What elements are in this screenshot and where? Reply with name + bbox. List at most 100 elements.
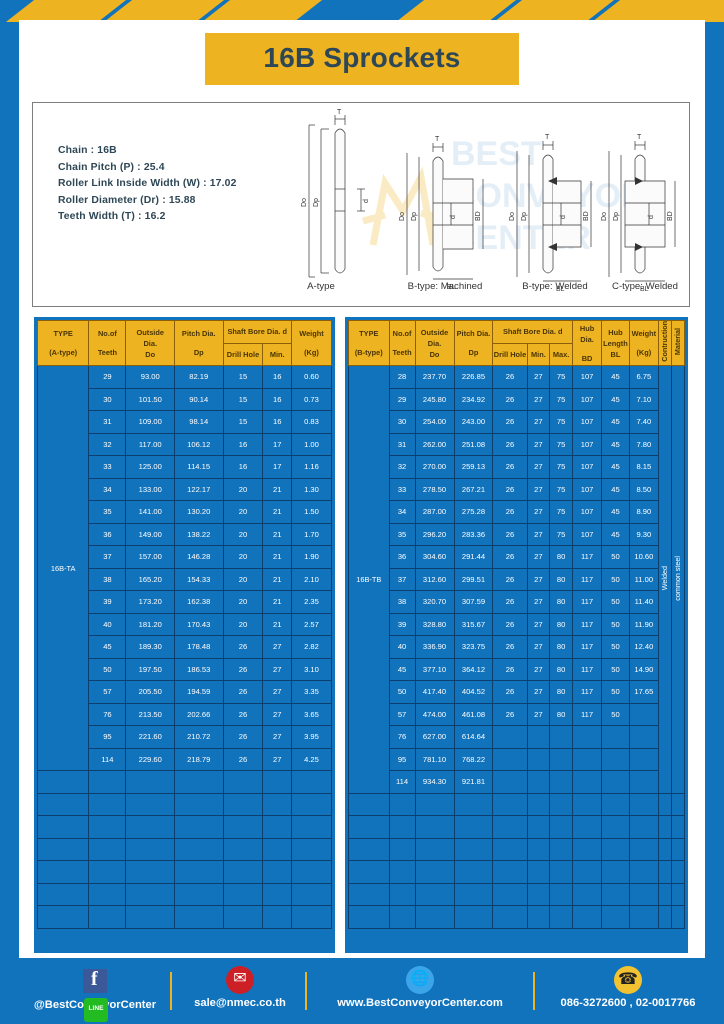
facebook-icon[interactable] bbox=[83, 968, 107, 993]
th-outside-dia: Outside Dia. Do bbox=[414, 320, 455, 366]
table-cell-empty bbox=[348, 860, 390, 884]
table-cell: 34 bbox=[388, 500, 416, 524]
table-cell: 27 bbox=[526, 365, 551, 389]
table-cell-empty bbox=[388, 837, 416, 861]
table-cell: 36 bbox=[88, 522, 127, 546]
table-cell: 205.50 bbox=[125, 680, 175, 704]
table-cell: 921.81 bbox=[453, 770, 494, 794]
svg-text:T: T bbox=[435, 136, 440, 143]
table-cell: 20 bbox=[222, 477, 264, 501]
table-row: 95 781.10 768.22 bbox=[348, 747, 685, 771]
table-cell: 16 bbox=[262, 387, 292, 411]
table-cell: 38 bbox=[88, 567, 127, 591]
table-cell: 50 bbox=[601, 657, 630, 681]
table-cell: 21 bbox=[262, 567, 292, 591]
table-cell: 27 bbox=[526, 657, 551, 681]
table-cell: 138.22 bbox=[173, 522, 224, 546]
svg-text:Dp: Dp bbox=[613, 212, 620, 221]
table-cell: 20 bbox=[222, 590, 264, 614]
page-title: 16B Sprockets bbox=[19, 33, 705, 85]
table-cell-empty bbox=[571, 905, 603, 929]
table-cell: 17 bbox=[262, 455, 292, 479]
table-cell: 27 bbox=[526, 590, 551, 614]
table-cell-empty bbox=[290, 882, 333, 906]
table-cell: 165.20 bbox=[125, 567, 175, 591]
table-cell: 16 bbox=[222, 432, 264, 456]
table-cell-empty bbox=[388, 792, 416, 816]
line-icon[interactable] bbox=[84, 998, 108, 1022]
table-row: 50 197.50 186.53 26 27 3.10 bbox=[37, 657, 333, 681]
table-cell-empty bbox=[173, 792, 224, 816]
table-row-empty bbox=[36, 882, 333, 906]
table-cell-empty bbox=[571, 860, 603, 884]
table-cell: 75 bbox=[549, 455, 573, 479]
footer-website[interactable]: www.BestConveyorCenter.com bbox=[310, 966, 530, 1009]
table-cell: 20 bbox=[222, 612, 264, 636]
table-cell-empty bbox=[222, 882, 264, 906]
table-cell: 26 bbox=[492, 702, 528, 726]
table-cell-empty bbox=[262, 792, 292, 816]
mail-icon[interactable] bbox=[226, 966, 254, 994]
table-row: 36 304.60 291.44 26 27 80 117 50 10.60 bbox=[348, 545, 685, 569]
table-row-empty bbox=[36, 860, 333, 884]
table-cell: 221.60 bbox=[125, 725, 175, 749]
footer-social[interactable]: @BestConveyorCenter bbox=[10, 966, 180, 1022]
table-cell-empty bbox=[549, 815, 573, 839]
th-weight: Weight (Kg) bbox=[290, 320, 333, 366]
table-cell: 50 bbox=[601, 702, 630, 726]
footer-website-label: www.BestConveyorCenter.com bbox=[337, 997, 503, 1009]
table-cell: 75 bbox=[549, 500, 573, 524]
table-cell: 45 bbox=[601, 410, 630, 434]
title-text: 16B Sprockets bbox=[263, 42, 461, 73]
table-cell-empty bbox=[628, 815, 659, 839]
globe-icon[interactable] bbox=[406, 966, 434, 994]
table-cell-empty bbox=[628, 860, 659, 884]
facebook-line-icons[interactable] bbox=[80, 966, 110, 1022]
table-row: 31 262.00 251.08 26 27 75 107 45 7.80 bbox=[348, 432, 685, 456]
th-min: Min. bbox=[262, 342, 292, 366]
table-cell: 26 bbox=[222, 725, 264, 749]
table-cell-empty bbox=[453, 792, 494, 816]
th-material: Material bbox=[670, 320, 686, 366]
footer-divider-3 bbox=[533, 972, 535, 1010]
table-cell: 1.70 bbox=[290, 522, 333, 546]
table-cell: 27 bbox=[526, 432, 551, 456]
table-cell-empty bbox=[657, 815, 672, 839]
table-cell: 12.40 bbox=[628, 635, 659, 659]
table-cell bbox=[492, 725, 528, 749]
table-cell: 275.28 bbox=[453, 500, 494, 524]
table-cell-empty bbox=[414, 792, 455, 816]
table-b-type: TYPE (B-type) No.of Teeth Outside Dia. D… bbox=[343, 315, 690, 955]
spec-list: Chain : 16B Chain Pitch (P) : 25.4 Rolle… bbox=[58, 143, 237, 226]
table-cell: 27 bbox=[526, 387, 551, 411]
table-cell: 95 bbox=[88, 725, 127, 749]
table-cell-empty bbox=[88, 882, 127, 906]
table-cell: 189.30 bbox=[125, 635, 175, 659]
table-row: 35 296.20 283.36 26 27 75 107 45 9.30 bbox=[348, 522, 685, 546]
table-cell bbox=[571, 770, 603, 794]
table-cell: 90.14 bbox=[173, 387, 224, 411]
footer-email[interactable]: sale@nmec.co.th bbox=[175, 966, 305, 1009]
table-cell: 30 bbox=[88, 387, 127, 411]
table-cell: 27 bbox=[526, 702, 551, 726]
table-row: 40 181.20 170.43 20 21 2.57 bbox=[37, 612, 333, 636]
table-b-type-body: 16B-TB 28 237.70 226.85 26 27 75 107 45 6.75 Welde… bbox=[348, 365, 686, 929]
table-cell bbox=[628, 770, 659, 794]
table-cell: 26 bbox=[222, 702, 264, 726]
table-cell: 21 bbox=[262, 545, 292, 569]
table-row-empty bbox=[348, 792, 686, 816]
table-cell: 1.30 bbox=[290, 477, 333, 501]
table-cell: 26 bbox=[492, 635, 528, 659]
footer-phone[interactable]: 086-3272600 , 02-0017766 bbox=[538, 966, 718, 1009]
table-cell: 6.75 bbox=[628, 365, 659, 389]
table-cell: 304.60 bbox=[414, 545, 455, 569]
table-cell bbox=[526, 725, 551, 749]
th-hub-length: Hub Length BL bbox=[601, 320, 630, 366]
table-cell: 45 bbox=[601, 387, 630, 411]
table-cell: 146.28 bbox=[173, 545, 224, 569]
table-cell bbox=[601, 725, 630, 749]
phone-icon[interactable] bbox=[614, 966, 642, 994]
table-cell: 26 bbox=[492, 522, 528, 546]
table-cell bbox=[526, 747, 551, 771]
svg-text:BD: BD bbox=[667, 211, 674, 221]
